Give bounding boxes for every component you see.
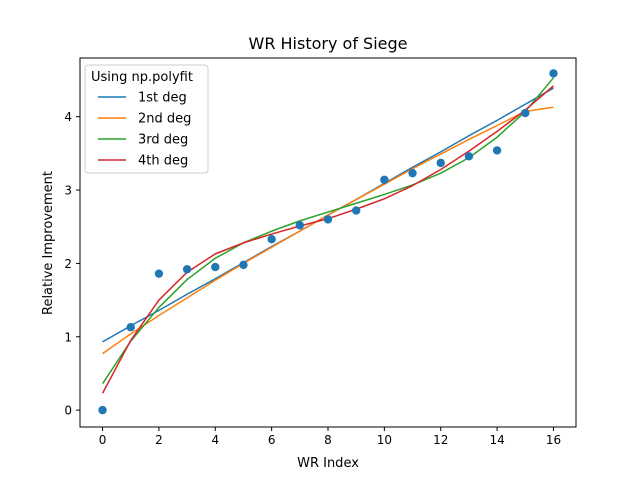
series-line-2	[102, 106, 554, 355]
legend: Using np.polyfit 1st deg 2nd deg 3rd deg 4t…	[84, 64, 209, 174]
data-point	[521, 108, 530, 118]
y-tick-label: 0	[64, 404, 72, 418]
x-tick-label: 14	[489, 433, 504, 447]
y-tick-label: 4	[64, 110, 72, 124]
legend-box	[84, 64, 209, 174]
legend-entries: 1st deg 2nd deg 3rd deg 4th deg	[98, 91, 191, 169]
data-point	[549, 69, 558, 78]
x-tick-label: 0	[99, 433, 107, 447]
data-point	[323, 215, 333, 224]
data-point	[351, 206, 361, 215]
plot-area	[98, 69, 558, 415]
chart-title: WR History of Siege	[249, 34, 408, 53]
data-point	[154, 269, 164, 278]
x-tick-label: 2	[155, 433, 163, 447]
data-point	[98, 405, 107, 415]
x-tick-label: 8	[324, 433, 332, 447]
data-point	[408, 168, 417, 178]
data-point	[267, 234, 276, 244]
data-point	[492, 146, 502, 155]
x-tick-label: 4	[211, 433, 219, 447]
y-tick-label: 3	[64, 184, 72, 198]
legend-label-2: 2nd deg	[138, 112, 191, 127]
legend-label-4: 4th deg	[138, 154, 188, 169]
data-point	[126, 323, 135, 332]
x-tick-label: 10	[377, 433, 392, 447]
y-tick-label: 2	[64, 257, 72, 271]
data-point	[239, 260, 248, 270]
data-point	[464, 152, 474, 161]
data-point	[436, 158, 445, 168]
data-point	[295, 221, 305, 230]
x-tick-label: 12	[433, 433, 448, 447]
x-axis-label: WR Index	[297, 456, 359, 471]
legend-label-1: 1st deg	[138, 91, 187, 106]
series-line-3	[101, 77, 555, 385]
data-point	[211, 262, 220, 272]
x-tick-label: 6	[268, 433, 276, 447]
data-point	[182, 265, 192, 274]
legend-title: Using np.polyfit	[91, 70, 193, 85]
y-axis-label: Relative Improvement	[41, 171, 56, 315]
data-point	[380, 175, 389, 184]
legend-label-3: 3rd deg	[138, 133, 188, 148]
y-tick-label: 1	[64, 330, 72, 344]
x-tick-label: 16	[546, 433, 561, 447]
